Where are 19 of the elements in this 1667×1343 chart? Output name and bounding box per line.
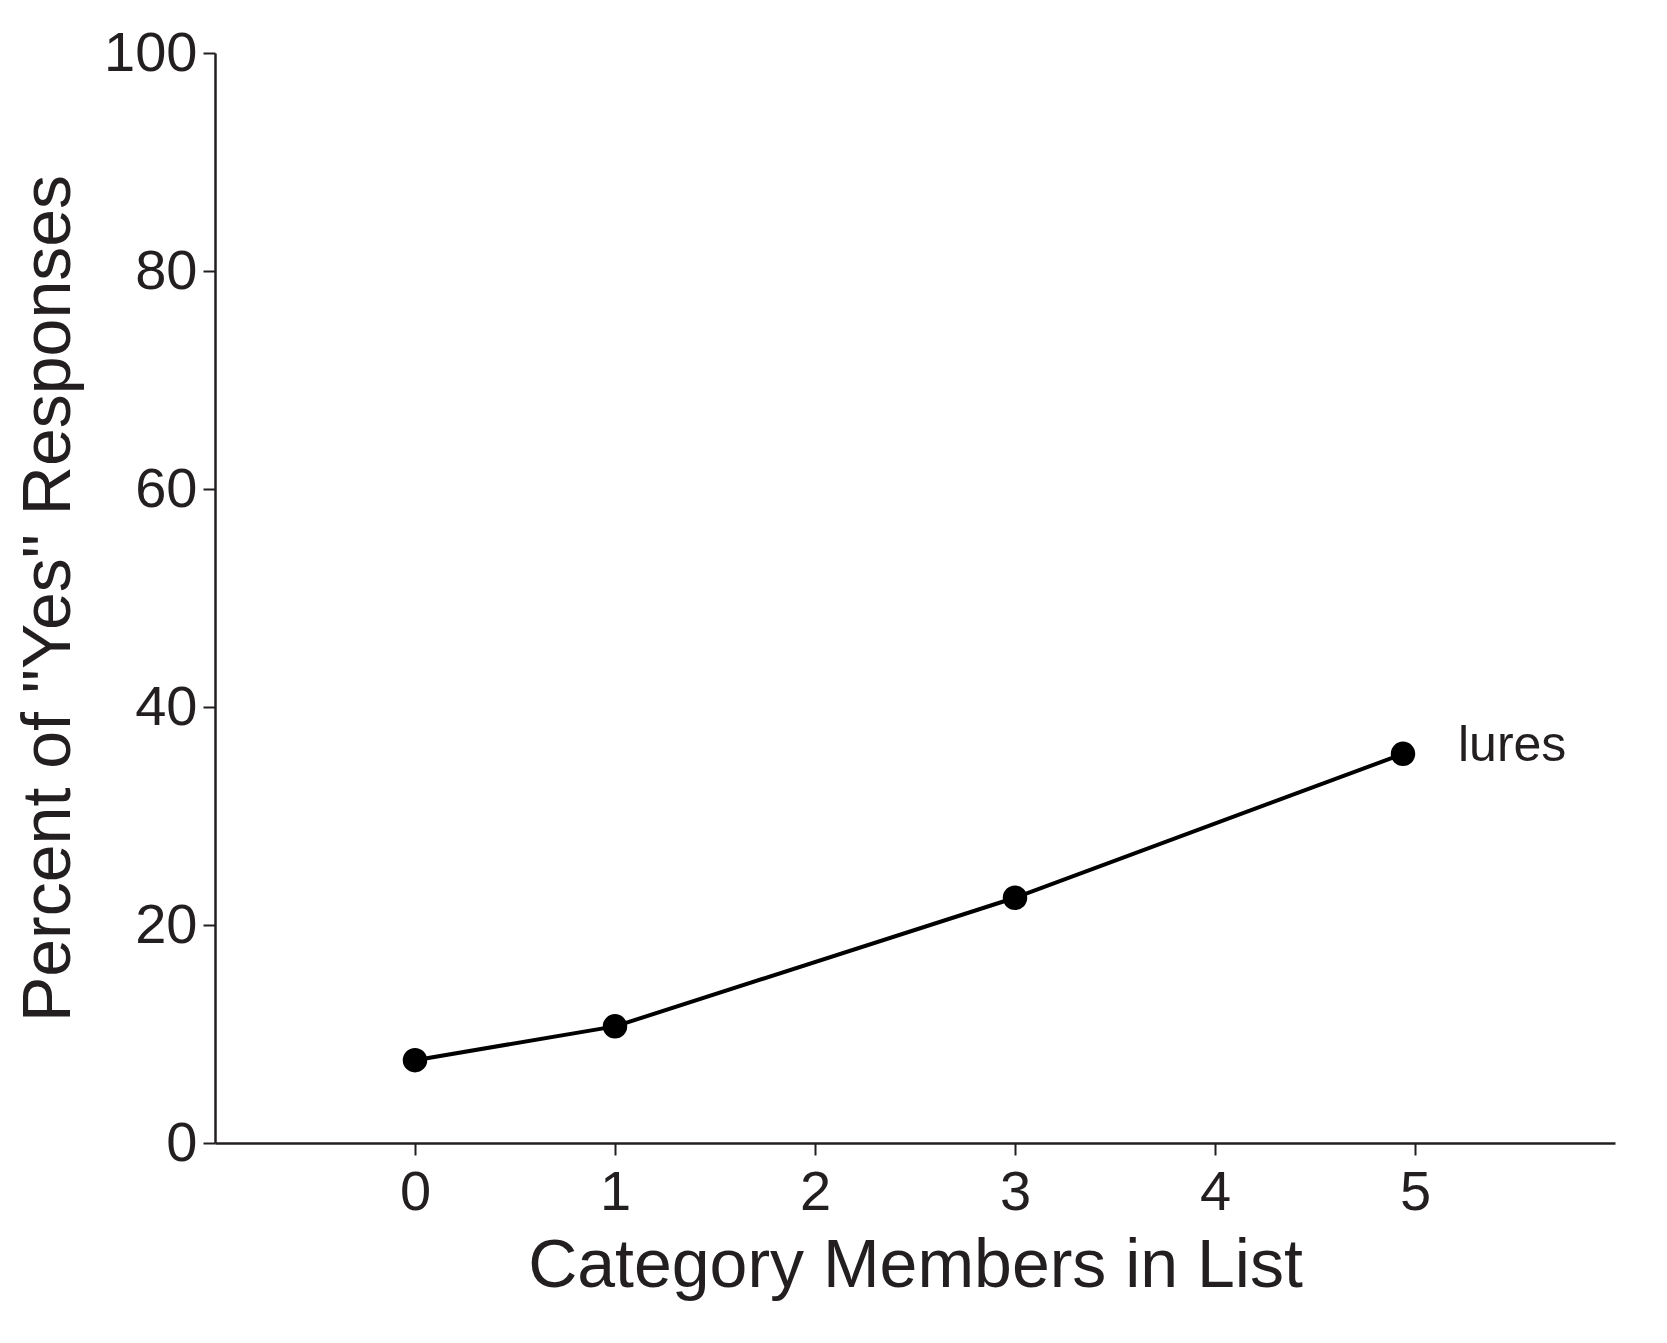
x-tick-label: 5 xyxy=(1399,1158,1432,1222)
y-tick-label: 80 xyxy=(135,237,198,301)
y-tick-label: 20 xyxy=(135,891,198,955)
y-tick-label: 40 xyxy=(135,673,198,737)
x-tick-label: 3 xyxy=(999,1158,1032,1222)
y-tick-label: 60 xyxy=(135,455,198,519)
point xyxy=(602,1014,628,1039)
y-axis-title: Percent of "Yes" Responses xyxy=(8,174,85,1023)
x-tick-label: 2 xyxy=(799,1158,832,1222)
x-tick-label: 0 xyxy=(399,1158,432,1222)
x-axis-title: Category Members in List xyxy=(528,1224,1303,1301)
y-tick-label: 0 xyxy=(166,1109,198,1173)
point xyxy=(1002,885,1028,910)
series-label: lures xyxy=(1458,715,1567,772)
x-tick-label: 1 xyxy=(599,1158,632,1222)
y-tick-label: 100 xyxy=(104,19,198,83)
point xyxy=(402,1047,428,1073)
point xyxy=(1390,741,1416,767)
x-tick-label: 4 xyxy=(1199,1158,1232,1222)
